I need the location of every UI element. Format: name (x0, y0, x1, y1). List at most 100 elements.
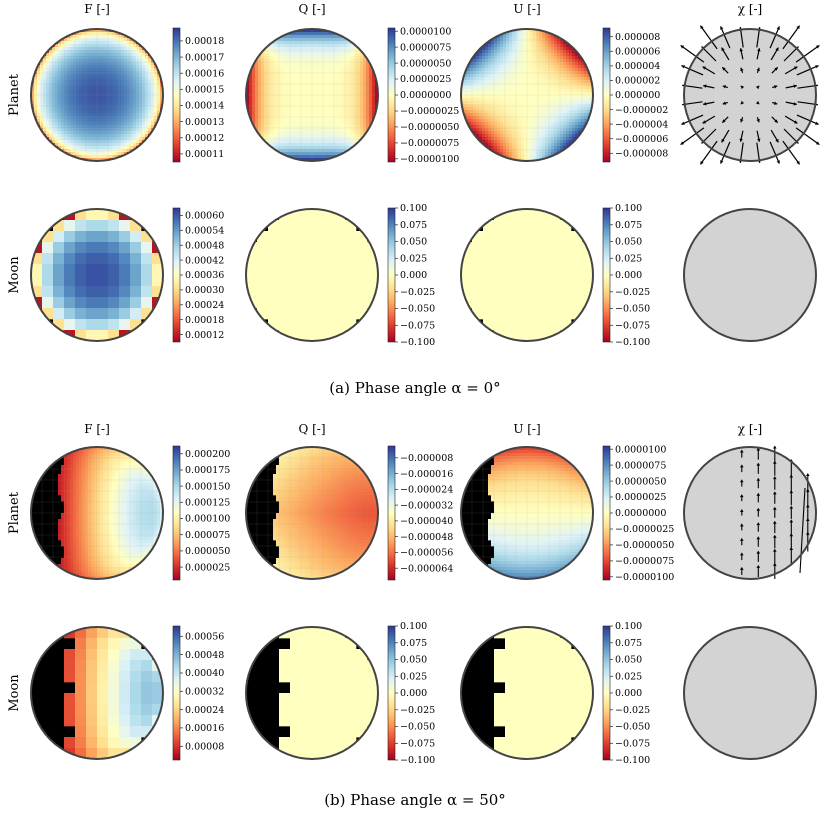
pixel-cell (49, 65, 53, 69)
pixel-cell (273, 65, 277, 69)
pixel-cell (136, 92, 140, 96)
pixel-cell (279, 113, 283, 117)
pixel-cell (467, 122, 471, 126)
pixel-cell (118, 44, 122, 48)
pixel-cell (327, 89, 331, 93)
pixel-cell (524, 71, 528, 75)
pixel-cell (321, 56, 325, 60)
pixel-cell (578, 95, 582, 99)
pixel-cell (148, 59, 152, 63)
pixel-cell (581, 119, 585, 123)
pixel-cell (303, 101, 307, 105)
pixel-cell (154, 83, 158, 87)
pixel-cell (267, 104, 271, 108)
pixel-cell (324, 95, 328, 99)
pixel-cell (482, 95, 486, 99)
pixel-cell (345, 53, 349, 57)
pixel-cell (581, 68, 585, 72)
pixel-cell (109, 50, 113, 54)
pixel-cell (70, 125, 74, 129)
pixel-cell (584, 71, 588, 75)
pixel-cell (485, 113, 489, 117)
pixel-cell (369, 104, 373, 108)
pixel-cell (494, 113, 498, 117)
pixel-cell (575, 62, 579, 66)
pixel-cell (470, 65, 474, 69)
polarization-vectors (680, 25, 820, 165)
pixel-cell (79, 89, 83, 93)
pixel-cell (300, 44, 304, 48)
pixel-cell (464, 86, 468, 90)
pixel-cell (560, 110, 564, 114)
pixel-cell (476, 131, 480, 135)
pixel-cell (82, 68, 86, 72)
pixel-cell (578, 59, 582, 63)
pixel-cell (52, 104, 56, 108)
pixel-cell (357, 86, 361, 90)
pixel-cell (94, 77, 98, 81)
pixel-cell (309, 38, 313, 42)
pixel-cell (533, 38, 537, 42)
pixel-cell (43, 89, 47, 93)
pixel-cell (539, 131, 543, 135)
pixel-cell (148, 119, 152, 123)
pixel-cell (276, 77, 280, 81)
pixel-cell (42, 275, 54, 287)
pixel-cell (488, 65, 492, 69)
pixel-cell (491, 71, 495, 75)
pixel-cell (554, 143, 558, 147)
pixel-cell (264, 68, 268, 72)
pixel-cell (115, 155, 119, 159)
pixel-cell (124, 140, 128, 144)
pixel-cell (94, 62, 98, 66)
pixel-cell (312, 38, 316, 42)
pixel-cell (112, 104, 116, 108)
pixel-cell (569, 98, 573, 102)
pixel-cell (342, 110, 346, 114)
pixel-cell (572, 101, 576, 105)
pixel-cell (500, 35, 504, 39)
pixel-cell (75, 253, 87, 265)
pixel-cell (297, 56, 301, 60)
pixel-cell (100, 86, 104, 90)
pixel-cell (49, 128, 53, 132)
pixel-cell (58, 89, 62, 93)
pixel-cell (369, 80, 373, 84)
pixel-cell (58, 77, 62, 81)
pixel-cell (145, 65, 149, 69)
pixel-cell (345, 80, 349, 84)
pixel-cell (261, 107, 265, 111)
pixel-cell (109, 152, 113, 156)
pixel-cell (309, 146, 313, 150)
pixel-cell (103, 86, 107, 90)
pixel-cell (348, 47, 352, 51)
pixel-cell (82, 134, 86, 138)
pixel-cell (46, 101, 50, 105)
pixel-cell (279, 71, 283, 75)
pixel-cell (318, 149, 322, 153)
pixel-cell (330, 134, 334, 138)
pixel-cell (581, 110, 585, 114)
pixel-cell (527, 158, 531, 161)
pixel-cell (109, 131, 113, 135)
pixel-cell (288, 50, 292, 54)
pixel-cell (318, 44, 322, 48)
pixel-cell (330, 143, 334, 147)
pixel-cell (53, 275, 65, 287)
pixel-cell (130, 92, 134, 96)
pixel-cell (64, 140, 68, 144)
pixel-cell (249, 92, 253, 96)
pixel-cell (569, 116, 573, 120)
pixel-cell (75, 231, 87, 243)
pixel-cell (306, 83, 310, 87)
pixel-cell (118, 38, 122, 42)
pixel-cell (61, 122, 65, 126)
pixel-cell (321, 80, 325, 84)
pixel-cell (285, 128, 289, 132)
pixel-cell (327, 101, 331, 105)
pixel-cell (76, 47, 80, 51)
pixel-cell (64, 128, 68, 132)
pixel-cell (285, 146, 289, 150)
pixel-cell (100, 89, 104, 93)
pixel-cell (554, 98, 558, 102)
